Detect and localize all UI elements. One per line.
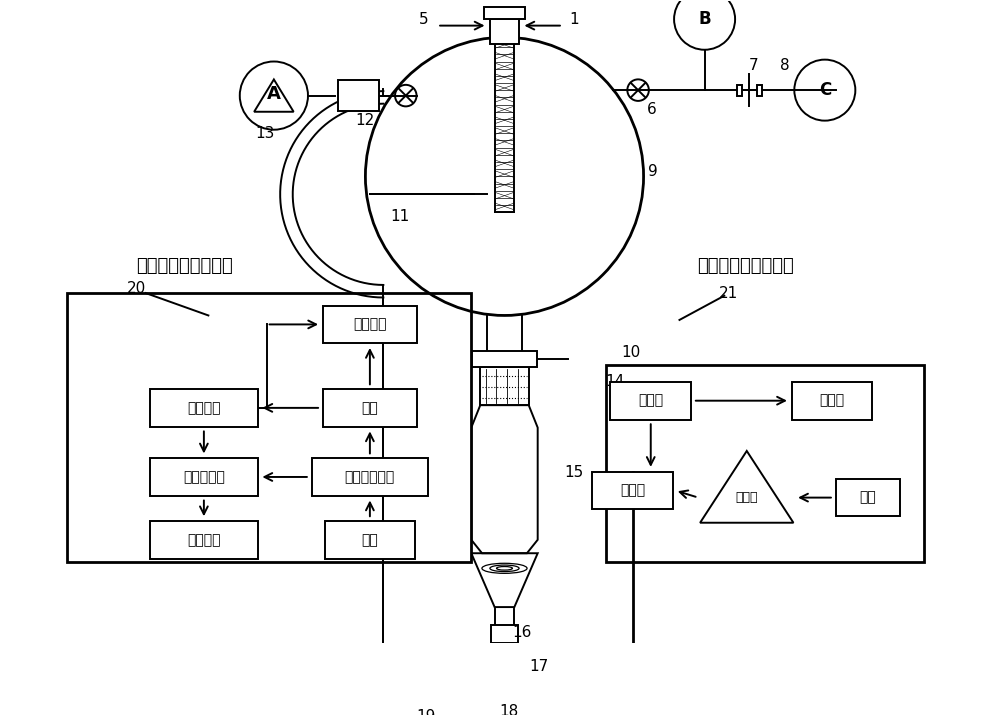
Text: 1: 1 (570, 12, 579, 27)
Text: 6: 6 (647, 102, 656, 117)
Text: 14: 14 (605, 375, 624, 390)
Bar (484, 6, 525, 19)
Bar (312, 458, 428, 495)
Bar (150, 521, 258, 558)
Text: 15: 15 (564, 465, 583, 480)
Bar (606, 365, 924, 562)
Bar (592, 472, 673, 509)
Text: 5: 5 (419, 12, 429, 27)
Text: 8: 8 (780, 57, 789, 72)
Text: A: A (267, 85, 281, 103)
Text: 检测器: 检测器 (638, 394, 663, 408)
Text: 19: 19 (416, 709, 435, 715)
Text: 真空系统: 真空系统 (353, 317, 387, 332)
Text: 10: 10 (621, 345, 641, 360)
Bar (488, 688, 521, 704)
Text: 18: 18 (499, 704, 519, 715)
Bar (325, 521, 415, 558)
Bar (150, 389, 258, 427)
Bar (67, 293, 471, 562)
Bar (792, 382, 872, 420)
Bar (836, 479, 900, 516)
Text: 紫外可见分光光度计: 紫外可见分光光度计 (697, 257, 794, 275)
Text: 质谱单元: 质谱单元 (187, 401, 221, 415)
Text: 9: 9 (648, 164, 657, 179)
Text: 7: 7 (749, 57, 759, 72)
Bar (323, 389, 417, 427)
Text: 光源: 光源 (860, 490, 876, 505)
Bar (323, 305, 417, 343)
Text: 样品池: 样品池 (620, 483, 645, 498)
Bar (491, 659, 518, 675)
Text: 样品: 样品 (362, 533, 378, 547)
Text: 计算机系统: 计算机系统 (183, 470, 225, 484)
Text: 气相色谱单元: 气相色谱单元 (345, 470, 395, 484)
Text: 接口: 接口 (362, 401, 378, 415)
Text: 11: 11 (390, 209, 409, 225)
Text: 16: 16 (513, 625, 532, 640)
Bar (480, 368, 529, 405)
Bar (472, 351, 537, 368)
Text: 20: 20 (127, 281, 146, 296)
Text: 13: 13 (255, 126, 275, 141)
Text: 气相色谱质谱联用仪: 气相色谱质谱联用仪 (137, 257, 233, 275)
Bar (757, 85, 762, 96)
Bar (491, 625, 518, 643)
Bar (490, 19, 519, 44)
Text: 单色器: 单色器 (736, 491, 758, 504)
Text: B: B (698, 10, 711, 29)
Bar (338, 80, 379, 111)
Text: 21: 21 (719, 285, 738, 300)
Text: 17: 17 (529, 659, 548, 674)
Text: 显示器: 显示器 (819, 394, 845, 408)
Text: 数据分析: 数据分析 (187, 533, 221, 547)
Text: C: C (819, 81, 831, 99)
Text: 12: 12 (356, 113, 375, 128)
Bar (150, 458, 258, 495)
Bar (610, 382, 691, 420)
Bar (420, 692, 445, 709)
Bar (737, 85, 742, 96)
